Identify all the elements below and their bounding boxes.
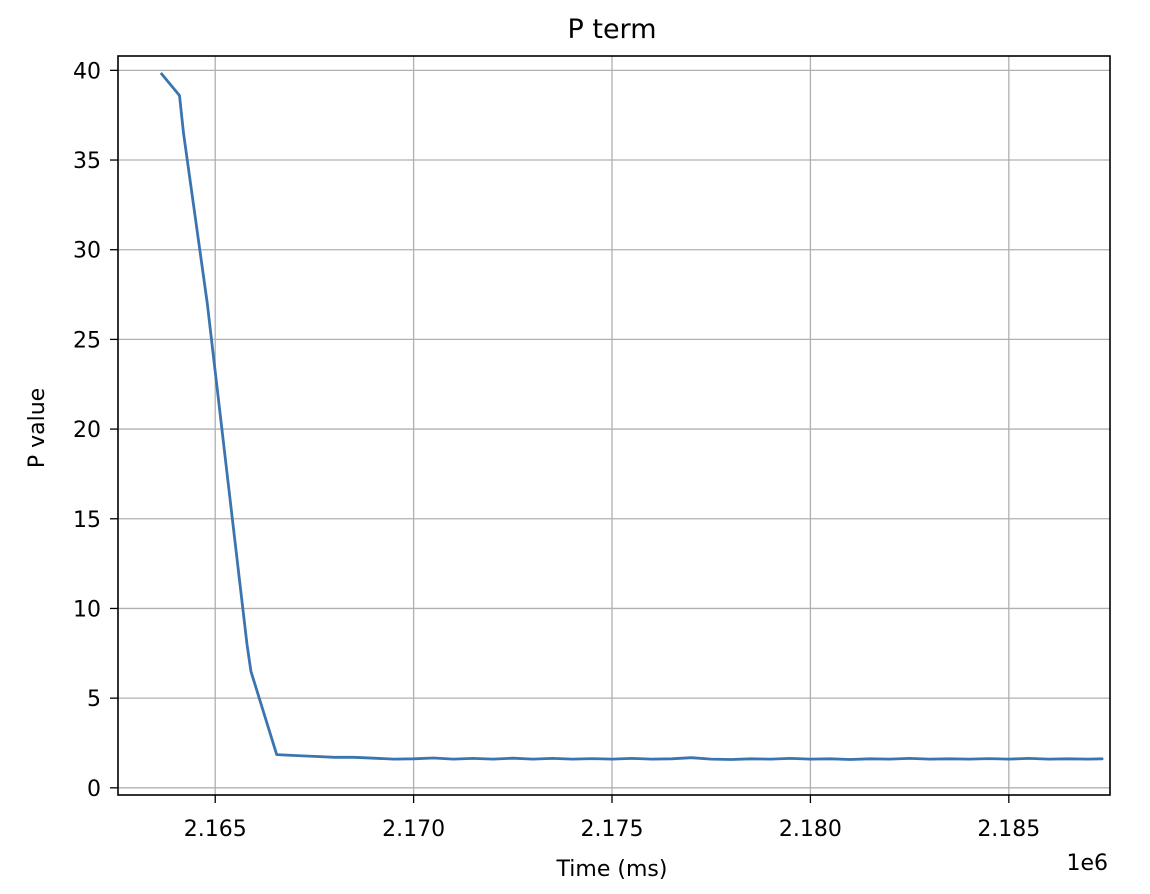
tick-layer: 2.165 2.170 2.175 2.180 2.185 0 5 10 15 20 25 30 35 4…	[73, 59, 1040, 842]
y-tick-label: 35	[73, 149, 101, 174]
y-axis-label: P value	[25, 388, 50, 468]
x-tick-label: 2.170	[382, 817, 445, 842]
x-tick-label: 2.175	[581, 817, 644, 842]
x-tick-label: 2.185	[977, 817, 1040, 842]
plot-frame	[117, 55, 1111, 796]
y-tick-label: 40	[73, 59, 101, 84]
y-tick-label: 20	[73, 418, 101, 443]
y-tick-label: 5	[87, 687, 101, 712]
x-offset-label: 1e6	[1066, 851, 1108, 876]
y-tick-label: 30	[73, 239, 101, 264]
x-tick-label: 2.180	[779, 817, 842, 842]
x-tick-label: 2.165	[184, 817, 247, 842]
y-tick-label: 0	[87, 777, 101, 802]
grid-lines	[118, 56, 1110, 795]
y-tick-label: 10	[73, 597, 101, 622]
x-axis-label: Time (ms)	[556, 857, 668, 882]
chart-title: P term	[568, 14, 657, 45]
y-tick-label: 25	[73, 328, 101, 353]
series-layer	[160, 72, 1104, 761]
series-line	[160, 72, 1104, 761]
y-tick-label: 15	[73, 508, 101, 533]
